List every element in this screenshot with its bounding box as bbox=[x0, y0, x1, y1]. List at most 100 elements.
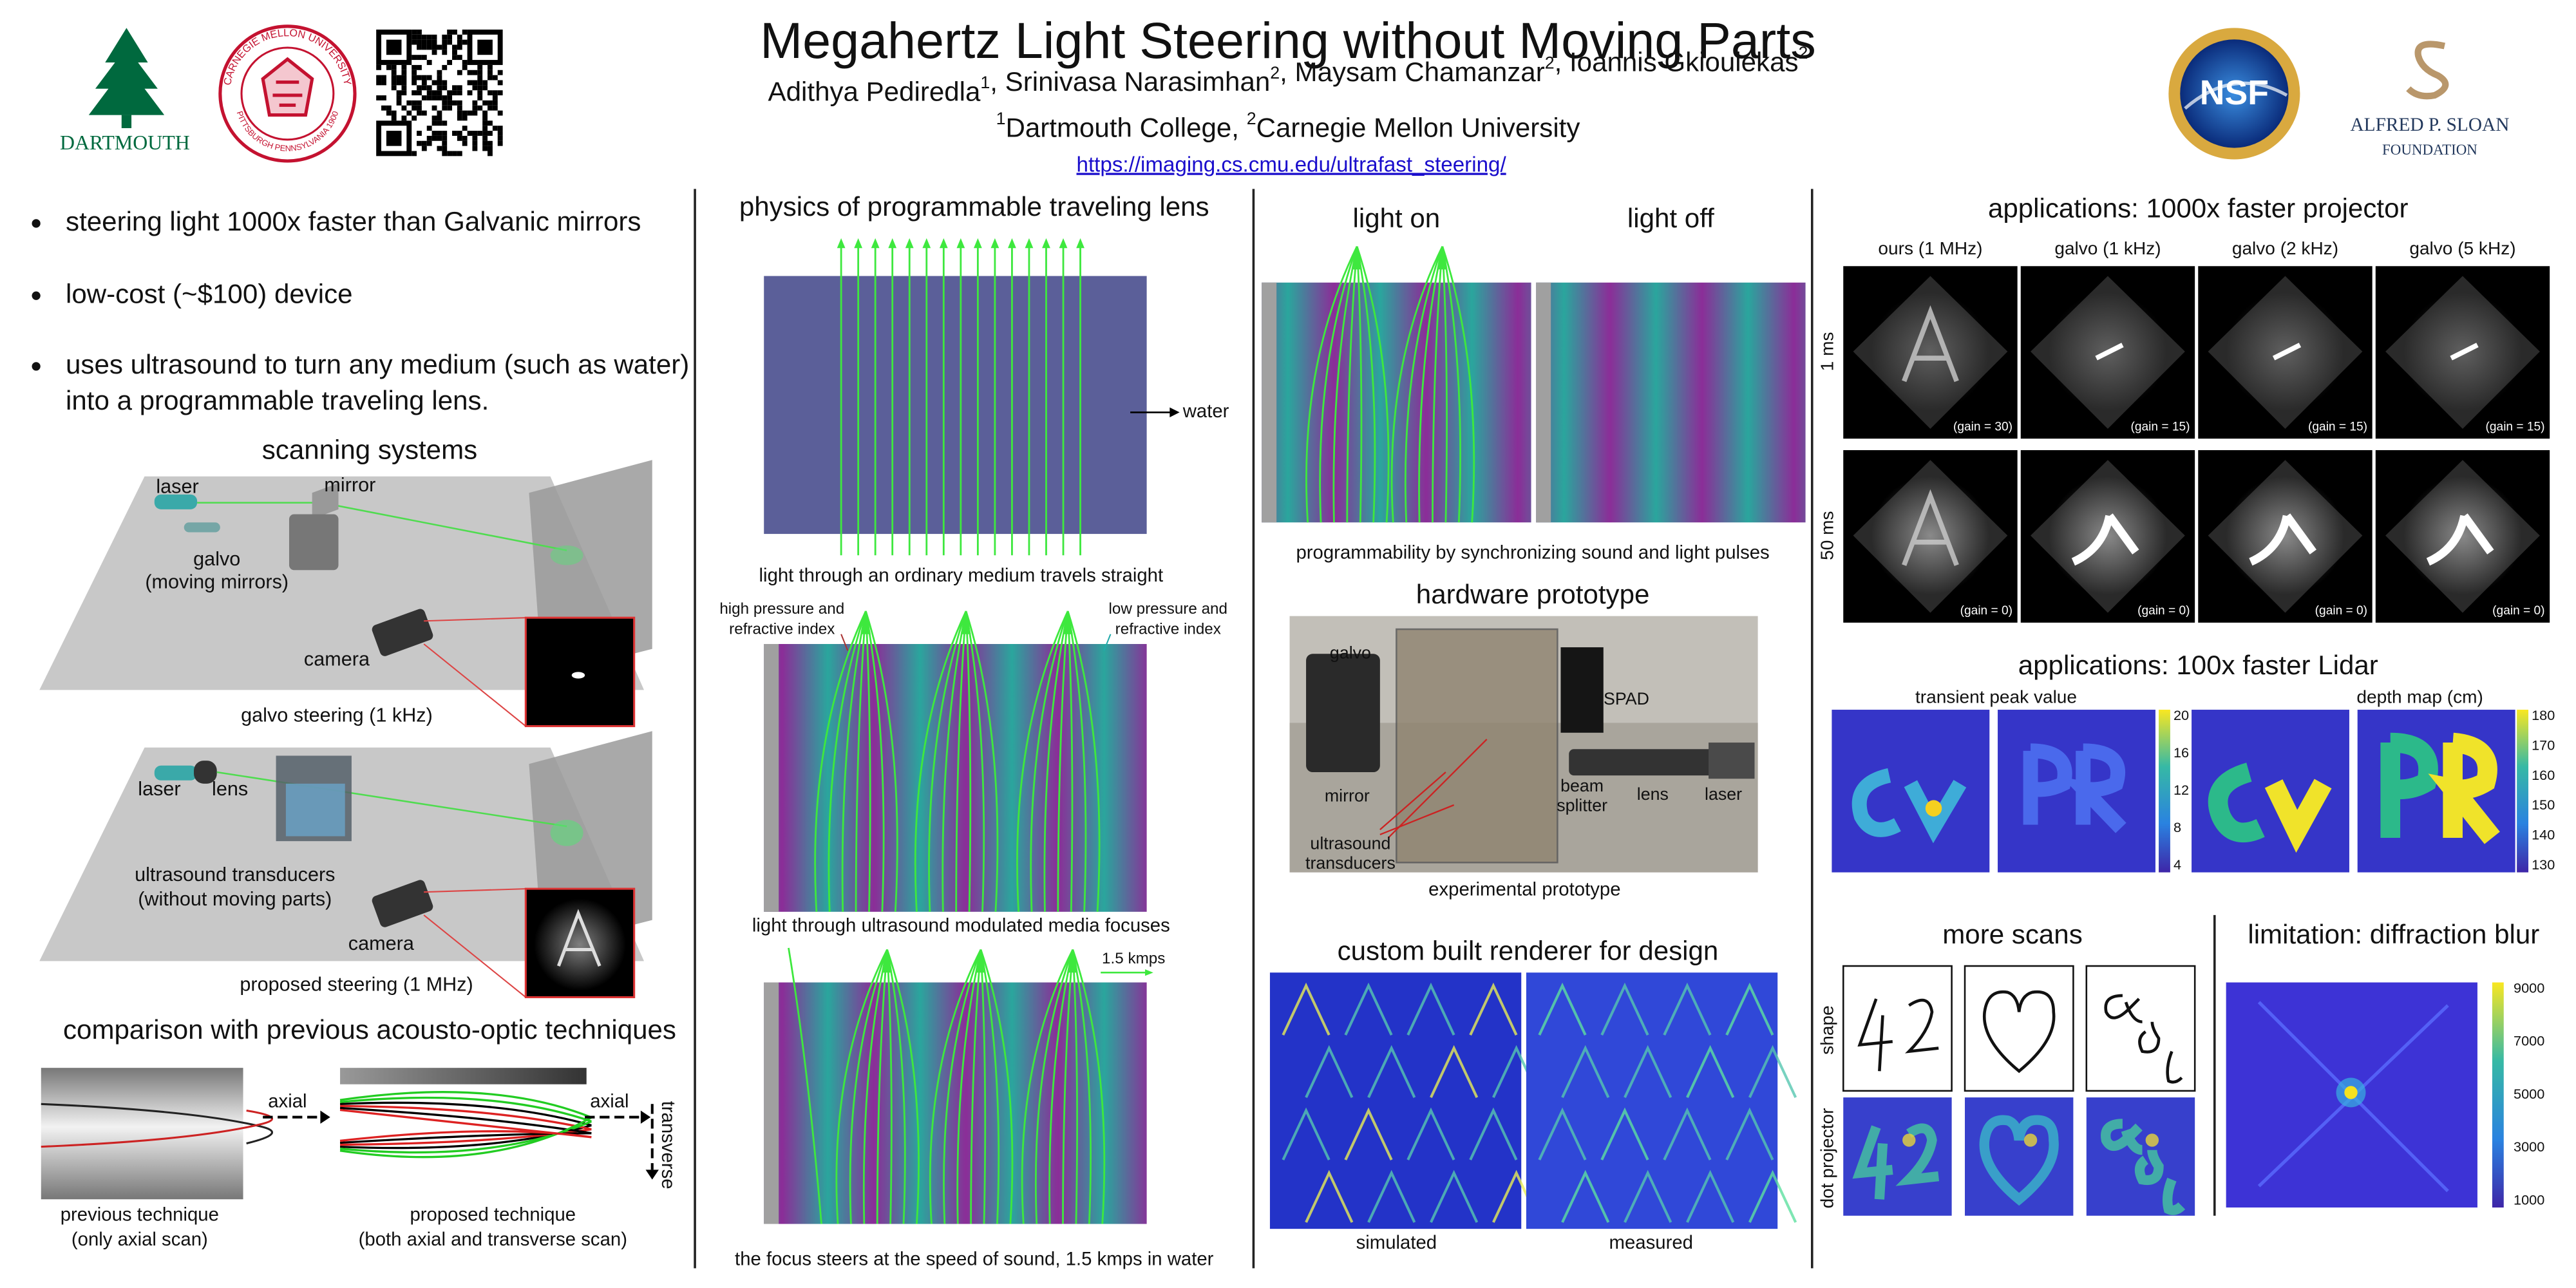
light-ray bbox=[1319, 246, 1358, 523]
project-link[interactable]: https://imaging.cs.cmu.edu/ultrafast_ste… bbox=[1077, 153, 1507, 176]
qr-module bbox=[452, 50, 457, 55]
light-ray bbox=[980, 949, 987, 1224]
qr-module bbox=[437, 44, 442, 50]
triangle-pattern bbox=[1624, 1170, 1672, 1223]
qr-module bbox=[426, 44, 432, 50]
hot-spot bbox=[2145, 1133, 2159, 1147]
triangle-pattern bbox=[1725, 982, 1774, 1036]
qr-module bbox=[457, 131, 462, 136]
callout bbox=[423, 914, 526, 998]
qr-module bbox=[497, 140, 503, 146]
qr-module bbox=[412, 39, 417, 45]
light-ray bbox=[1390, 246, 1444, 523]
label: galvo (1 kHz) bbox=[2054, 238, 2161, 258]
label: (moving mirrors) bbox=[145, 571, 289, 593]
label: (gain = 15) bbox=[2131, 420, 2190, 433]
qr-module bbox=[412, 80, 417, 86]
projected-a bbox=[1902, 489, 1959, 566]
qr-module bbox=[417, 39, 422, 45]
qr-module bbox=[457, 39, 462, 45]
author-affiliation: 1 bbox=[980, 73, 990, 92]
light-ray bbox=[835, 949, 888, 1224]
qr-module bbox=[472, 80, 478, 86]
light-ray bbox=[1072, 949, 1106, 1224]
callout bbox=[424, 888, 526, 893]
table-plane bbox=[39, 747, 645, 961]
qr-module bbox=[442, 44, 448, 50]
callout bbox=[423, 643, 526, 727]
light-ray bbox=[788, 947, 822, 1224]
qr-module bbox=[412, 100, 417, 106]
triangle-pattern bbox=[1282, 1107, 1331, 1160]
nsf-arc bbox=[2184, 81, 2288, 110]
proposed-transducer bbox=[340, 1068, 587, 1084]
qr-module bbox=[492, 95, 498, 100]
qr-module bbox=[462, 110, 468, 116]
light-ray bbox=[1356, 246, 1376, 523]
qr-module bbox=[417, 90, 422, 96]
sloan-mark bbox=[2406, 41, 2449, 100]
arrow-head bbox=[640, 1110, 651, 1124]
modulated-medium bbox=[1536, 282, 1806, 523]
beam bbox=[340, 1104, 592, 1146]
depth-shape bbox=[2380, 732, 2438, 838]
qr-module bbox=[417, 110, 422, 116]
section-title: limitation: diffraction blur bbox=[2248, 919, 2539, 949]
qr-module bbox=[391, 115, 397, 121]
arrow-head bbox=[871, 238, 880, 249]
hot-spot bbox=[1902, 1133, 1916, 1147]
qr-module bbox=[396, 100, 402, 106]
label: lens bbox=[1637, 784, 1669, 804]
caption: programmability by synchronizing sound a… bbox=[1296, 542, 1769, 563]
diffraction-peak bbox=[2344, 1086, 2358, 1099]
qr-module bbox=[452, 29, 457, 35]
qr-module bbox=[412, 75, 417, 80]
qr-module bbox=[401, 80, 407, 86]
qr-module bbox=[457, 115, 462, 121]
qr-module bbox=[488, 140, 493, 146]
qr-module bbox=[457, 34, 462, 40]
qr-module bbox=[401, 70, 407, 75]
projection-glow bbox=[2226, 476, 2345, 595]
light-ray bbox=[1305, 246, 1358, 523]
label: mirror bbox=[324, 474, 375, 496]
light-ray bbox=[1072, 949, 1092, 1224]
label: 7000 bbox=[2514, 1033, 2544, 1049]
qr-module bbox=[452, 131, 457, 136]
label: refractive index bbox=[1115, 621, 1221, 638]
colorbar bbox=[2492, 982, 2504, 1208]
qr-module bbox=[412, 151, 417, 156]
dartmouth-trunk bbox=[121, 115, 132, 128]
triangle-pattern bbox=[1600, 982, 1649, 1036]
qr-module bbox=[482, 85, 488, 91]
triangle-pattern bbox=[1430, 1045, 1479, 1098]
poster-title: Megahertz Light Steering without Moving … bbox=[760, 12, 1816, 69]
qr-module bbox=[412, 115, 417, 121]
triangle-pattern bbox=[1344, 1107, 1393, 1160]
qr-module bbox=[472, 140, 478, 146]
qr-module bbox=[457, 85, 462, 91]
qr-module bbox=[396, 90, 402, 96]
qr-module bbox=[482, 120, 488, 126]
bullet bbox=[32, 291, 41, 300]
qr-module bbox=[462, 135, 468, 141]
projection-glow bbox=[1871, 292, 1990, 411]
qr-module bbox=[457, 55, 462, 61]
triangle-pattern bbox=[1305, 1170, 1354, 1223]
section-title: applications: 100x faster Lidar bbox=[2018, 650, 2378, 680]
light-ray bbox=[965, 611, 999, 912]
arrow-head bbox=[854, 238, 863, 249]
qr-module bbox=[492, 105, 498, 111]
author-affiliation: 2 bbox=[1799, 43, 1808, 62]
triangle-pattern bbox=[1663, 982, 1712, 1036]
focus-tip bbox=[1352, 246, 1362, 270]
laser-shadow bbox=[184, 522, 220, 533]
light-ray bbox=[886, 949, 920, 1224]
label: 130 bbox=[2532, 857, 2555, 873]
label: camera bbox=[348, 933, 415, 954]
tank bbox=[1396, 628, 1558, 864]
arrow-head bbox=[1059, 238, 1068, 249]
qr-module bbox=[477, 131, 483, 136]
camera bbox=[372, 609, 433, 656]
